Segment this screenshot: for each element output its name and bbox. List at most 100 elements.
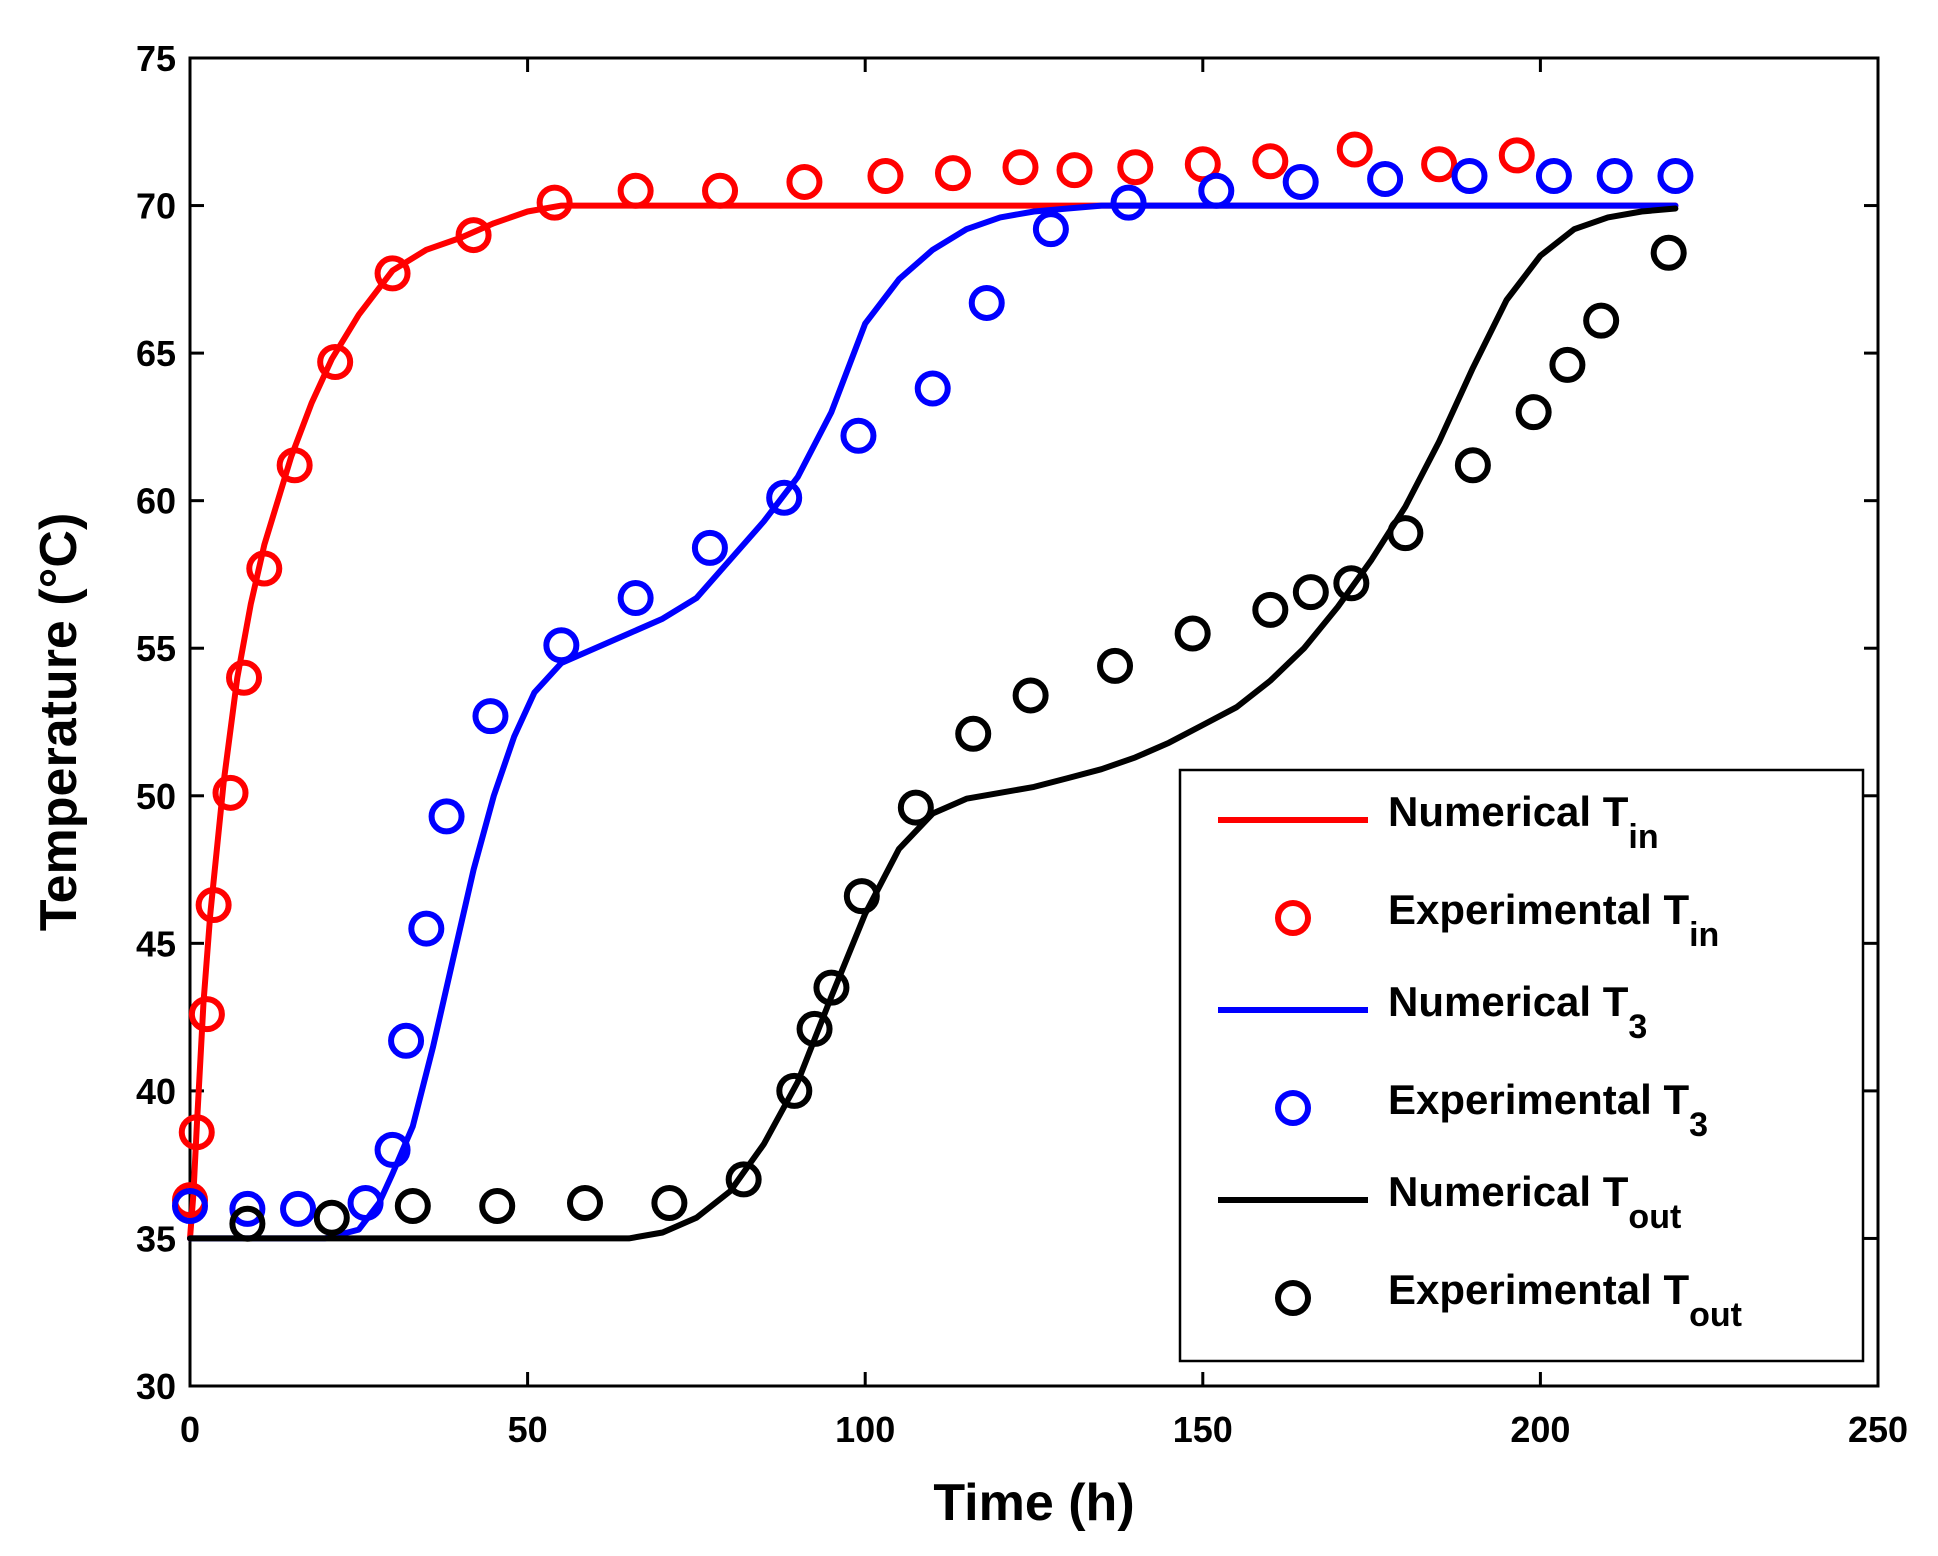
data-point-out: [1549, 346, 1586, 383]
data-point-in: [617, 172, 654, 209]
data-point-out: [796, 1010, 833, 1047]
data-point-in: [1117, 149, 1154, 186]
legend-label-main: Experimental T: [1388, 1266, 1689, 1313]
data-point-out: [1387, 515, 1424, 552]
data-point-in: [374, 255, 411, 292]
data-point-out: [897, 789, 934, 826]
data-point-3: [172, 1187, 208, 1224]
data-point-out: [1097, 647, 1134, 684]
data-point-in: [178, 1114, 215, 1151]
y-tick-label: 50: [136, 776, 176, 817]
data-point-out: [651, 1185, 688, 1222]
data-point-in: [786, 163, 823, 200]
legend-label-main: Experimental T: [1388, 886, 1689, 933]
legend-box: [1178, 768, 1865, 1363]
data-point-in: [195, 886, 232, 923]
data-point-in: [1002, 149, 1039, 186]
data-point-in: [1498, 137, 1535, 174]
data-point-in: [934, 155, 971, 192]
y-axis-title: Temperature (°C): [30, 513, 88, 932]
data-point-out: [813, 969, 850, 1006]
data-point-3: [1535, 158, 1572, 195]
legend-label-main: Experimental T: [1388, 1076, 1689, 1123]
data-point-out: [955, 715, 992, 752]
legend-marker-swatch: [1275, 1090, 1311, 1126]
data-point-3: [347, 1185, 384, 1222]
y-tick-label: 55: [136, 628, 176, 669]
data-point-in: [702, 172, 739, 209]
data-point-3: [1367, 160, 1404, 197]
legend-label: Experimental T3: [1388, 1076, 1708, 1144]
legend-label-subscript: in: [1628, 818, 1658, 856]
data-point-3: [840, 417, 877, 454]
data-point-out: [1292, 574, 1329, 611]
data-point-in: [212, 774, 249, 811]
data-point-3: [1657, 158, 1694, 195]
data-point-out: [1454, 447, 1491, 484]
x-tick-label: 100: [835, 1409, 895, 1450]
data-point-3: [388, 1022, 425, 1059]
x-tick-label: 150: [1173, 1409, 1233, 1450]
data-point-3: [428, 798, 465, 835]
data-point-in: [226, 659, 263, 696]
y-tick-label: 75: [136, 38, 176, 79]
data-point-3: [543, 627, 580, 664]
data-point-out: [479, 1187, 516, 1224]
data-point-3: [968, 284, 1005, 321]
data-point-out: [776, 1072, 813, 1109]
data-point-in: [188, 996, 225, 1033]
data-point-3: [280, 1190, 317, 1227]
legend-label-subscript: out: [1628, 1198, 1681, 1236]
x-axis-title: Time (h): [933, 1474, 1134, 1532]
series-line-3: [187, 202, 1679, 1242]
data-point-out: [229, 1205, 266, 1242]
data-point-out: [725, 1161, 762, 1198]
data-point-3: [472, 698, 509, 735]
data-point-3: [408, 910, 445, 947]
data-point-in: [1421, 146, 1458, 183]
data-point-3: [374, 1131, 411, 1168]
data-point-3: [1596, 158, 1633, 195]
y-tick-label: 30: [136, 1366, 176, 1407]
data-point-out: [843, 878, 880, 915]
legend-label-main: Numerical T: [1388, 788, 1629, 835]
data-point-3: [766, 479, 803, 516]
data-point-in: [455, 217, 492, 254]
y-tick-label: 70: [136, 186, 176, 227]
data-point-3: [229, 1190, 266, 1227]
legend-marker-swatch: [1275, 900, 1311, 936]
x-tick-label: 50: [508, 1409, 548, 1450]
data-point-in: [246, 550, 283, 587]
legend-marker-swatch: [1275, 1280, 1311, 1316]
data-point-3: [1032, 211, 1069, 248]
data-point-3: [914, 370, 951, 407]
series-line-in: [187, 202, 1679, 1242]
x-tick-label: 0: [180, 1409, 200, 1450]
y-tick-label: 45: [136, 923, 176, 964]
data-point-out: [1012, 677, 1049, 714]
legend-label-subscript: 3: [1628, 1008, 1647, 1046]
data-point-in: [317, 343, 354, 380]
data-point-in: [1336, 131, 1373, 168]
x-tick-label: 200: [1510, 1409, 1570, 1450]
legend-label-main: Numerical T: [1388, 978, 1629, 1025]
data-point-out: [1515, 394, 1552, 431]
legend-label: Experimental Tout: [1388, 1266, 1742, 1334]
data-point-out: [1650, 234, 1687, 271]
data-point-3: [1110, 184, 1147, 221]
data-point-in: [536, 184, 573, 221]
series-line-out: [187, 205, 1679, 1242]
y-tick-label: 65: [136, 333, 176, 374]
x-tick-label: 250: [1848, 1409, 1908, 1450]
data-point-in: [867, 158, 904, 195]
y-tick-label: 40: [136, 1071, 176, 1112]
data-point-out: [394, 1187, 431, 1224]
legend-label-main: Numerical T: [1388, 1168, 1629, 1215]
data-point-out: [313, 1199, 350, 1236]
data-point-out: [566, 1185, 603, 1222]
axis-ticks: 0 50 100 150 200 250 30 35 40 45 50 55 60 65 70 75: [136, 38, 1908, 1450]
y-tick-label: 60: [136, 481, 176, 522]
data-point-3: [1198, 172, 1235, 209]
data-point-3: [1451, 158, 1488, 195]
